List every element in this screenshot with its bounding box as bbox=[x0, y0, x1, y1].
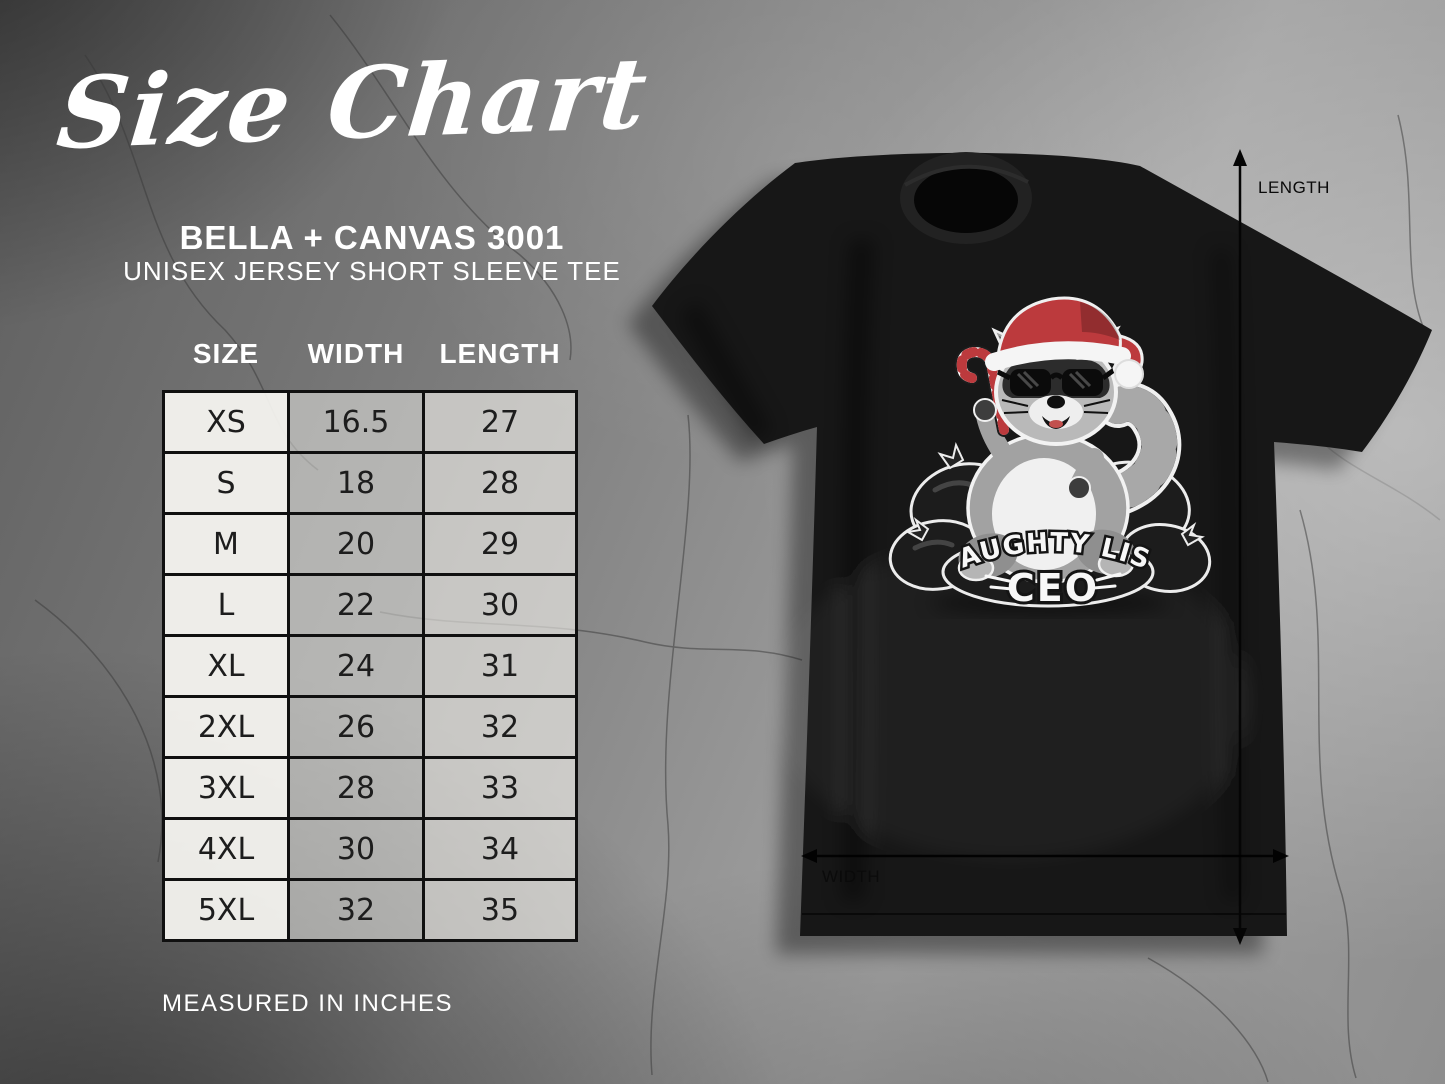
size-cell: M bbox=[162, 512, 290, 576]
length-cell: 34 bbox=[422, 817, 578, 881]
raccoon-tongue bbox=[1049, 420, 1063, 428]
width-arrow bbox=[801, 849, 1289, 863]
table-row: 4XL 30 34 bbox=[162, 817, 578, 881]
table-row: 2XL 26 32 bbox=[162, 695, 578, 759]
length-cell: 28 bbox=[422, 451, 578, 515]
size-table: SIZE WIDTH LENGTH XS 16.5 27 S 18 28 M 20 29 L 22 30 XL… bbox=[162, 338, 578, 942]
length-cell: 35 bbox=[422, 878, 578, 942]
raccoon-paw bbox=[973, 398, 997, 422]
raccoon-muzzle bbox=[1029, 395, 1083, 429]
length-cell: 30 bbox=[422, 573, 578, 637]
table-row: L 22 30 bbox=[162, 573, 578, 637]
size-cell: 3XL bbox=[162, 756, 290, 820]
design-text-line2: CEO bbox=[1007, 566, 1099, 610]
width-cell: 30 bbox=[287, 817, 425, 881]
length-cell: 31 bbox=[422, 634, 578, 698]
brand-line: BELLA + CANVAS 3001 bbox=[179, 219, 565, 256]
size-cell: XL bbox=[162, 634, 290, 698]
santa-hat-icon bbox=[985, 296, 1144, 389]
width-cell: 28 bbox=[287, 756, 425, 820]
raccoon-nose bbox=[1047, 395, 1065, 409]
length-cell: 29 bbox=[422, 512, 578, 576]
ceo-flourish bbox=[984, 572, 1122, 591]
size-cell: 2XL bbox=[162, 695, 290, 759]
column-header-length: LENGTH bbox=[439, 338, 561, 369]
sunglasses bbox=[996, 367, 1116, 396]
product-line: UNISEX JERSEY SHORT SLEEVE TEE bbox=[123, 256, 621, 286]
page-title: Size Chart bbox=[52, 35, 654, 173]
shirt-folds bbox=[680, 240, 1242, 900]
column-header-size: SIZE bbox=[192, 338, 260, 369]
column-header-width: WIDTH bbox=[307, 338, 405, 369]
raccoon bbox=[954, 296, 1182, 584]
table-row: XL 24 31 bbox=[162, 634, 578, 698]
raccoon-whiskers bbox=[1001, 399, 1111, 414]
raccoon-paw bbox=[1067, 476, 1091, 500]
width-cell: 22 bbox=[287, 573, 425, 637]
length-arrow bbox=[1233, 149, 1247, 945]
size-cell: XS bbox=[162, 390, 290, 454]
size-cell: 4XL bbox=[162, 817, 290, 881]
collar bbox=[900, 152, 1032, 244]
width-cell: 24 bbox=[287, 634, 425, 698]
table-row: 5XL 32 35 bbox=[162, 878, 578, 942]
raccoon-mouth bbox=[1042, 416, 1070, 429]
width-cell: 16.5 bbox=[287, 390, 425, 454]
raccoon-tail bbox=[1078, 381, 1182, 520]
table-row: M 20 29 bbox=[162, 512, 578, 576]
width-label: WIDTH bbox=[822, 867, 880, 886]
length-cell: 33 bbox=[422, 756, 578, 820]
footnote: MEASURED IN INCHES bbox=[162, 990, 454, 1017]
raccoon-foot bbox=[957, 554, 995, 582]
length-cell: 27 bbox=[422, 390, 578, 454]
size-cell: 5XL bbox=[162, 878, 290, 942]
size-cell: L bbox=[162, 573, 290, 637]
hat-pom bbox=[1114, 359, 1144, 389]
width-cell: 20 bbox=[287, 512, 425, 576]
width-cell: 32 bbox=[287, 878, 425, 942]
size-chart-panel: Size Chart BELLA + CANVAS 3001 UNISEX JE… bbox=[52, 35, 654, 1017]
size-cell: S bbox=[162, 451, 290, 515]
width-cell: 18 bbox=[287, 451, 425, 515]
table-row: XS 16.5 27 bbox=[162, 390, 578, 454]
width-cell: 26 bbox=[287, 695, 425, 759]
length-cell: 32 bbox=[422, 695, 578, 759]
table-row: S 18 28 bbox=[162, 451, 578, 515]
length-label: LENGTH bbox=[1258, 178, 1330, 197]
table-row: 3XL 28 33 bbox=[162, 756, 578, 820]
